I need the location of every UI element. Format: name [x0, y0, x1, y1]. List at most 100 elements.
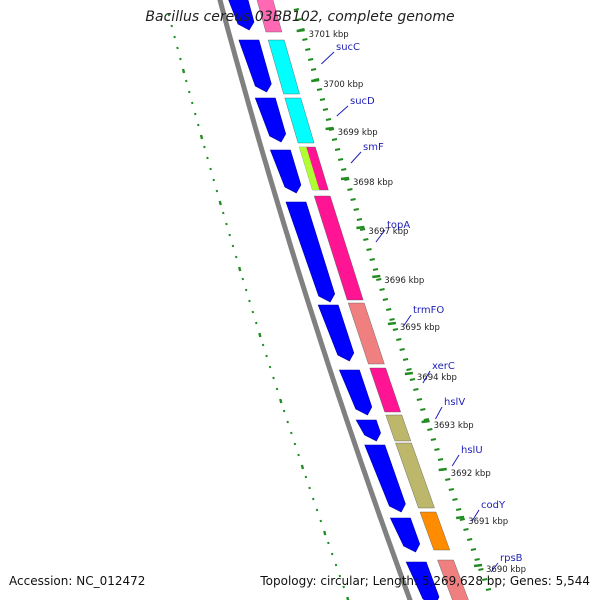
tick-mark [399, 348, 405, 351]
gc-dot [342, 585, 345, 589]
gene-leader-line [403, 314, 412, 327]
gene-leader-line [422, 370, 431, 384]
tick-mark [402, 358, 409, 361]
tick-mark [409, 378, 416, 381]
kbp-tick-track: 3701 kbp 3700 kbp 3699 kbp 3698 kbp 3697 kbp… [293, 8, 526, 591]
strand-arrow [317, 304, 355, 362]
tick-mark [305, 48, 311, 51]
tick-mark [478, 568, 484, 571]
gc-content-track [167, 13, 350, 600]
tick-label: 3694 kbp [417, 373, 457, 383]
strand-arrow [389, 517, 421, 553]
major-tick-mark [356, 225, 365, 230]
gene-label-sucC: sucC [336, 42, 360, 53]
gc-dot [304, 475, 308, 479]
major-tick-mark [473, 563, 483, 568]
gene-label-sucD: sucD [350, 96, 375, 107]
gene-label-trmFO: trmFO [413, 305, 444, 316]
gc-dot [268, 365, 272, 369]
tick-label: 3691 kbp [468, 517, 508, 527]
tick-mark [396, 338, 402, 341]
gc-dot [221, 211, 225, 215]
tick-mark [353, 208, 359, 211]
gc-dot [197, 123, 200, 127]
gc-dot [327, 541, 330, 545]
gc-dot [206, 156, 209, 160]
gc-dot [193, 112, 197, 116]
tick-mark [347, 188, 353, 191]
major-tick-mark [372, 274, 381, 279]
gc-dot [261, 343, 265, 347]
tick-mark [376, 278, 382, 281]
tick-mark [337, 158, 344, 161]
genome-summary-text: Topology: circular; Length: 5,269,628 bp… [260, 574, 590, 588]
gc-dot [334, 563, 338, 567]
gc-dot [258, 332, 262, 338]
tick-label: 3693 kbp [434, 421, 474, 431]
tick-mark [452, 498, 458, 501]
gc-dot [212, 178, 215, 182]
tick-mark [406, 368, 412, 371]
tick-mark [474, 558, 480, 561]
tick-mark [350, 198, 356, 201]
gc-dot [185, 79, 188, 83]
gc-dot [187, 90, 191, 94]
strand-arrow [338, 369, 373, 416]
strand-arrow [355, 419, 381, 442]
gc-dot [234, 255, 238, 259]
tick-mark [366, 248, 372, 251]
major-tick-mark [325, 126, 334, 131]
tick-mark [448, 488, 455, 491]
gc-dot [315, 508, 319, 512]
gc-dot [244, 288, 248, 292]
strand-arrow [364, 444, 406, 513]
gc-dot [248, 299, 251, 303]
major-tick-mark [421, 419, 430, 424]
tick-mark [420, 408, 426, 411]
gene-feature-hslV [385, 414, 412, 442]
gc-dot [251, 310, 255, 314]
gene-label-track: sucC sucD smF topA trmFO xerC hslV hslU codY rpsB [320, 42, 523, 573]
tick-mark [466, 538, 473, 541]
tick-label: 3698 kbp [353, 178, 393, 188]
tick-label: 3697 kbp [368, 227, 408, 237]
gc-dot [338, 574, 342, 578]
tick-mark [423, 418, 430, 421]
gene-label-hslU: hslU [461, 445, 483, 456]
gene-feature-smF-part [299, 147, 320, 190]
tick-mark [427, 428, 433, 431]
genome-backbone [217, 0, 413, 600]
gc-dot [241, 277, 245, 281]
gene-leader-line [320, 51, 335, 65]
gc-dot [265, 354, 268, 358]
tick-mark [481, 578, 488, 581]
major-tick-mark [404, 371, 414, 376]
gc-dot [225, 222, 228, 226]
strand-arrow [405, 561, 440, 600]
tick-mark [363, 238, 369, 241]
tick-label: 3701 kbp [309, 30, 349, 40]
tick-mark [430, 438, 437, 441]
gc-dot [346, 596, 350, 600]
feature-block [256, 0, 283, 33]
tick-label: 3695 kbp [400, 323, 440, 333]
tick-mark [307, 58, 314, 61]
tick-mark [382, 298, 389, 301]
gene-leader-line [350, 151, 362, 164]
gc-dot [231, 244, 235, 248]
gene-feature-xerC [369, 367, 401, 413]
tick-mark [322, 108, 329, 111]
gc-dot [286, 420, 289, 424]
gene-feature-track [256, 0, 469, 600]
gc-dot [228, 233, 231, 237]
gc-dot [293, 442, 297, 446]
tick-mark [356, 218, 363, 221]
genome-title: Bacillus cereus 03BB102, complete genome [145, 9, 455, 25]
gene-label-hslV: hslV [444, 397, 465, 408]
strand-arrow [269, 149, 302, 194]
gc-dot [319, 519, 323, 523]
tick-mark [389, 318, 395, 321]
gene-label-codY: codY [481, 500, 506, 511]
gc-dot [209, 167, 212, 171]
